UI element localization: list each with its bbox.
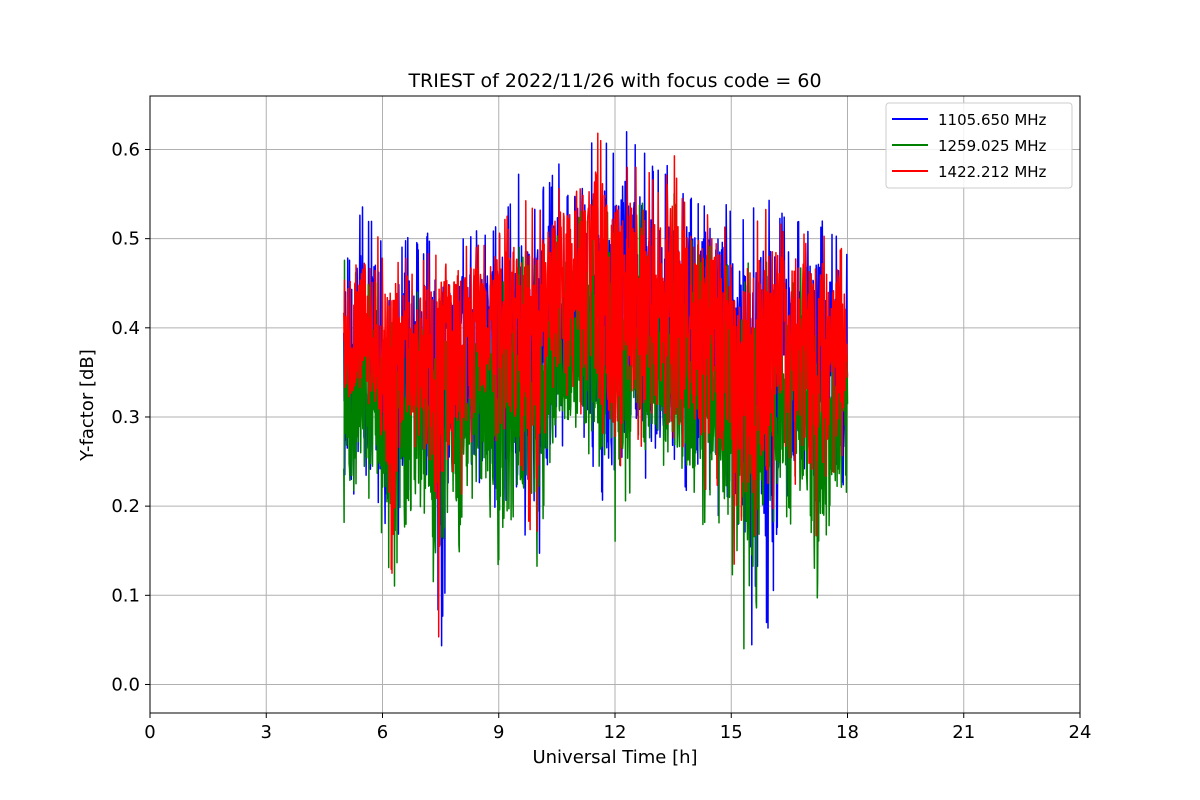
y-axis: 0.0 0.1 0.2 0.3 0.4 0.5 0.6 xyxy=(111,139,150,695)
y-tick-label: 0.5 xyxy=(111,229,140,250)
legend-label: 1105.650 MHz xyxy=(938,111,1047,129)
legend-label: 1259.025 MHz xyxy=(938,137,1047,155)
series-line xyxy=(343,132,849,638)
legend-label: 1422.212 MHz xyxy=(938,163,1047,181)
chart-title: TRIEST of 2022/11/26 with focus code = 6… xyxy=(407,70,821,92)
y-axis-label: Y-factor [dB] xyxy=(77,349,98,462)
legend-box xyxy=(885,102,1073,189)
x-tick-label: 9 xyxy=(493,722,504,743)
x-tick-label: 3 xyxy=(261,722,272,743)
x-tick-label: 15 xyxy=(720,722,743,743)
x-tick-label: 24 xyxy=(1069,722,1092,743)
x-axis-label: Universal Time [h] xyxy=(532,747,697,768)
x-axis: 0 3 6 9 12 15 18 21 24 xyxy=(144,713,1091,743)
x-tick-label: 21 xyxy=(952,722,975,743)
y-tick-label: 0.3 xyxy=(111,407,140,428)
legend: 1105.650 MHz 1259.025 MHz 1422.212 MHz xyxy=(885,102,1073,189)
y-tick-label: 0.1 xyxy=(111,585,140,606)
x-tick-label: 18 xyxy=(836,722,859,743)
y-tick-label: 0.2 xyxy=(111,496,140,517)
y-tick-label: 0.0 xyxy=(111,674,140,695)
y-tick-label: 0.6 xyxy=(111,139,140,160)
x-tick-label: 0 xyxy=(144,722,155,743)
x-tick-label: 6 xyxy=(377,722,388,743)
y-tick-label: 0.4 xyxy=(111,318,140,339)
x-tick-label: 12 xyxy=(604,722,627,743)
plot-area xyxy=(343,131,849,650)
